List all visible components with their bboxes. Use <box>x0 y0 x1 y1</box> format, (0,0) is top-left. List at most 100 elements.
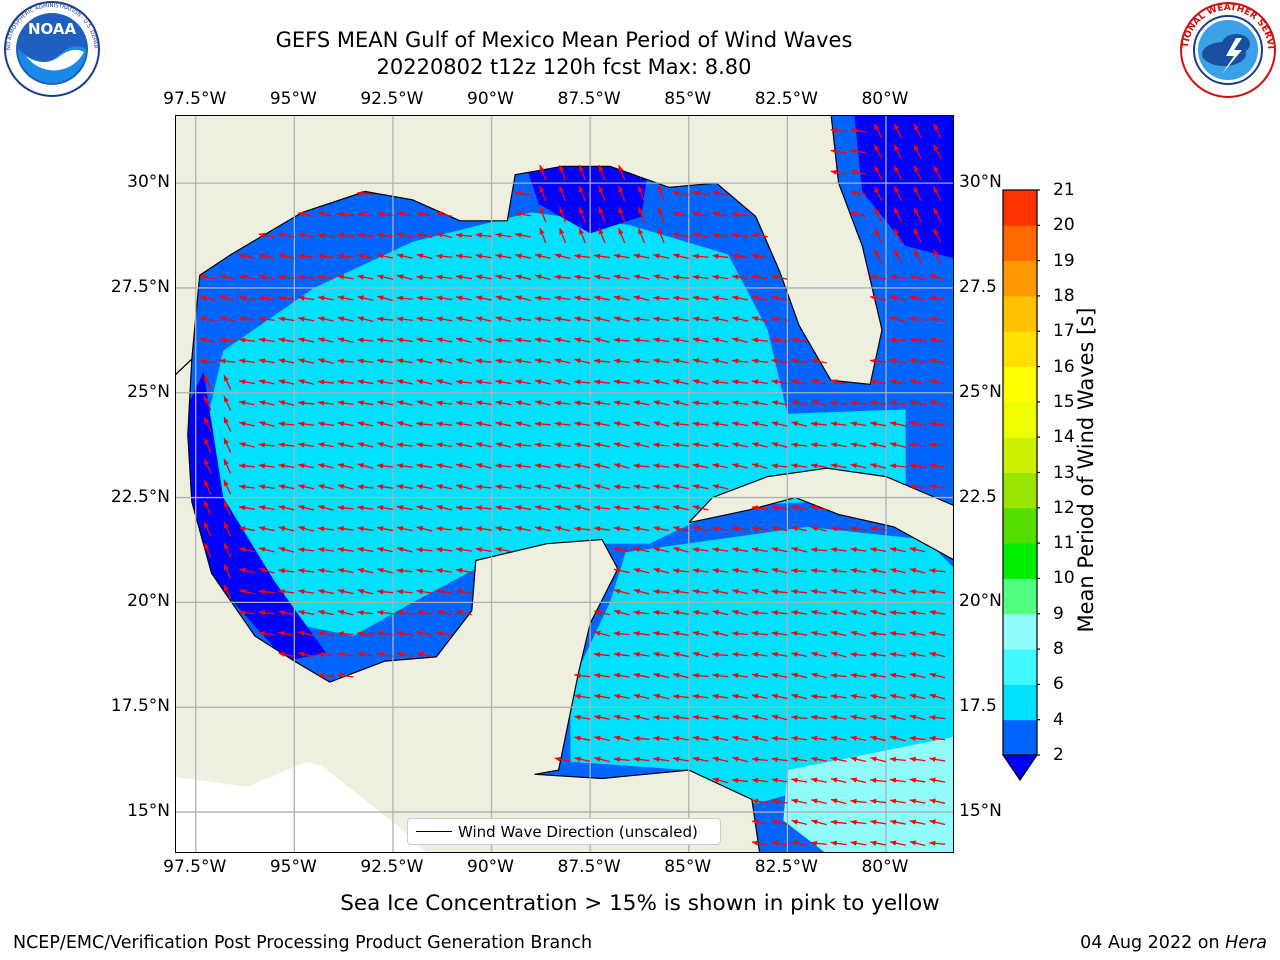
colorbar <box>1000 185 1042 785</box>
wind-wave-arrow <box>653 693 670 700</box>
wind-wave-arrow <box>495 526 512 532</box>
lon-tick-bottom: 87.5°W <box>557 857 621 877</box>
wind-wave-arrow <box>515 463 532 469</box>
wind-wave-arrow <box>278 274 295 280</box>
wind-wave-arrow <box>258 442 275 448</box>
wind-wave-arrow <box>593 253 610 259</box>
wind-wave-arrow <box>337 526 354 532</box>
wind-wave-arrow <box>633 505 650 511</box>
wind-wave-arrow <box>850 547 867 553</box>
wind-wave-arrow <box>870 819 887 825</box>
wind-wave-arrow <box>712 526 729 532</box>
wind-wave-arrow <box>239 421 255 427</box>
wind-wave-arrow <box>712 253 729 259</box>
wind-wave-arrow <box>672 484 689 490</box>
wind-wave-arrow <box>929 589 946 595</box>
wind-wave-arrow <box>298 463 315 469</box>
wind-wave-arrow <box>534 295 551 301</box>
lat-tick-left: 17.5°N <box>110 696 170 717</box>
wind-wave-arrow <box>574 714 591 720</box>
wind-wave-arrow <box>199 295 216 301</box>
wind-wave-arrow <box>337 568 354 574</box>
wind-wave-arrow <box>554 253 571 260</box>
wind-wave-arrow <box>811 819 827 826</box>
wind-wave-arrow <box>613 526 630 532</box>
wind-wave-arrow <box>515 295 531 302</box>
wind-wave-arrow <box>692 379 709 385</box>
wind-wave-arrow <box>771 567 788 574</box>
wind-wave-arrow <box>732 609 748 616</box>
wind-wave-arrow <box>889 651 906 658</box>
colorbar-swatch <box>1003 578 1037 615</box>
wind-wave-arrow <box>219 358 236 364</box>
wind-wave-arrow <box>613 568 630 574</box>
wind-wave-arrow <box>873 123 883 139</box>
wind-wave-arrow <box>337 232 354 238</box>
wind-wave-arrow <box>416 547 433 553</box>
wind-wave-direction-arrows <box>199 123 946 847</box>
wind-wave-arrow <box>436 379 453 385</box>
wind-wave-arrow <box>633 442 650 448</box>
wind-wave-arrow <box>317 652 334 658</box>
lon-tick-top: 92.5°W <box>360 89 424 109</box>
wind-wave-arrow <box>889 274 906 280</box>
wind-wave-arrow <box>416 651 433 658</box>
wind-wave-arrow <box>692 463 709 469</box>
wind-wave-arrow <box>278 568 295 574</box>
wind-wave-arrow <box>653 274 670 281</box>
wind-wave-arrow <box>672 316 689 322</box>
wind-wave-arrow <box>574 693 591 700</box>
wind-wave-arrow <box>436 609 453 616</box>
wind-wave-arrow <box>298 211 315 217</box>
wind-wave-arrow <box>613 358 630 364</box>
wind-wave-arrow <box>771 714 788 721</box>
wind-wave-arrow <box>396 546 413 553</box>
wind-wave-arrow <box>436 547 453 553</box>
colorbar-swatch <box>1003 366 1037 403</box>
wind-wave-arrow <box>618 185 626 202</box>
legend-label: Wind Wave Direction (unscaled) <box>458 823 698 841</box>
wind-wave-arrow <box>830 630 847 637</box>
wind-wave-arrow <box>909 840 926 847</box>
wind-wave-arrow <box>534 379 551 385</box>
wind-wave-arrow <box>377 463 394 469</box>
wind-wave-arrow <box>732 400 749 406</box>
wind-wave-arrow <box>455 463 472 469</box>
wind-wave-arrow <box>203 416 212 432</box>
wind-wave-arrow <box>278 526 295 532</box>
wind-wave-arrow <box>712 652 729 658</box>
wind-wave-arrow <box>377 253 394 259</box>
wind-wave-arrow <box>633 714 650 721</box>
wind-wave-arrow <box>889 714 906 721</box>
colorbar-canvas <box>1001 189 1042 782</box>
wind-wave-arrow <box>278 358 295 364</box>
wind-wave-arrow <box>791 630 808 637</box>
wind-wave-arrow <box>613 379 630 385</box>
wind-wave-arrow <box>357 253 374 259</box>
wind-wave-arrow <box>751 232 768 238</box>
wind-wave-arrow <box>594 463 610 469</box>
wind-wave-arrow <box>751 610 768 616</box>
wind-wave-arrow <box>889 463 906 469</box>
wind-wave-arrow <box>554 526 571 532</box>
lat-tick-right: 17.5 <box>959 696 997 717</box>
wind-wave-arrow <box>436 274 453 280</box>
wind-wave-arrow <box>455 421 472 427</box>
wind-wave-arrow <box>554 379 571 385</box>
wind-wave-arrow <box>558 206 567 223</box>
wind-wave-arrow <box>298 505 315 511</box>
wind-wave-arrow <box>337 379 354 385</box>
wind-wave-arrow <box>830 673 847 679</box>
wind-wave-arrow <box>889 567 906 574</box>
wind-wave-arrow <box>889 840 906 846</box>
chart-title-line2: 20220802 t12z 120h fcst Max: 8.80 <box>376 55 752 79</box>
wind-wave-arrow <box>377 337 394 343</box>
wind-wave-arrow <box>771 337 788 343</box>
wind-wave-arrow <box>633 295 650 301</box>
wind-wave-arrow <box>238 316 256 322</box>
wind-wave-arrow <box>909 316 926 322</box>
wind-wave-arrow <box>771 358 788 364</box>
wind-wave-arrow <box>909 756 926 762</box>
wind-wave-arrow <box>873 228 883 243</box>
wind-wave-arrow <box>909 714 926 721</box>
